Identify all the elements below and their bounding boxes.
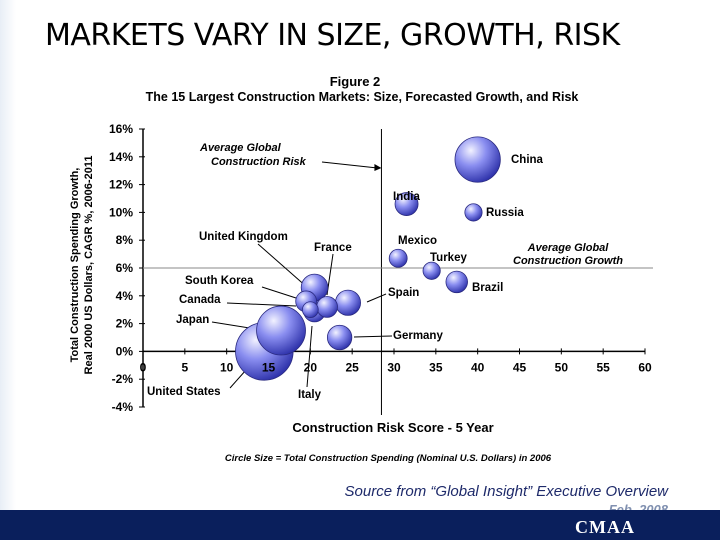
leader-canada xyxy=(226,302,297,307)
bubble-brazil xyxy=(445,270,468,294)
label-india: India xyxy=(393,191,420,203)
y-tick-label: -4% xyxy=(112,400,134,414)
slide-title: MARKETS VARY IN SIZE, GROWTH, RISK xyxy=(45,18,620,53)
brand-logo-text: CMAA xyxy=(575,517,635,537)
label-turkey: Turkey xyxy=(430,252,467,264)
reference-lines xyxy=(143,129,653,415)
bubble-china xyxy=(454,136,501,183)
label-japan: Japan xyxy=(176,314,209,326)
label-spain: Spain xyxy=(388,287,419,299)
x-tick-label: 25 xyxy=(345,360,359,374)
avg-risk-arrowhead xyxy=(374,164,382,171)
label-germany: Germany xyxy=(393,330,443,342)
label-canada: Canada xyxy=(179,294,221,306)
y-tick-label: 10% xyxy=(109,205,133,219)
leader-united-states xyxy=(229,369,247,389)
y-tick-label: 2% xyxy=(116,317,134,331)
left-accent-bar xyxy=(0,0,16,540)
bubbles xyxy=(235,136,501,381)
y-tick-label: 0% xyxy=(116,344,134,358)
y-tick-label: 6% xyxy=(116,261,134,275)
bubble-labels: China India Russia Mexico Turkey Brazil Spain F… xyxy=(147,154,544,401)
y-tick-label: 4% xyxy=(116,289,134,303)
y-axis-label-line2: Real 2000 US Dollars, CAGR %, 2006-2011 xyxy=(83,156,95,375)
size-note: Circle Size = Total Construction Spendin… xyxy=(225,453,552,464)
bubble-japan xyxy=(256,305,306,356)
leader-italy xyxy=(306,325,313,388)
avg-risk-label-line2: Construction Risk xyxy=(211,156,307,168)
y-tick-label: -2% xyxy=(112,372,134,386)
x-tick-label: 0 xyxy=(140,360,147,374)
label-france: France xyxy=(314,242,352,254)
leader-united-kingdom xyxy=(257,243,309,289)
bubble-turkey xyxy=(422,261,441,280)
label-south-korea: South Korea xyxy=(185,275,254,287)
figure-label: Figure 2 xyxy=(330,74,381,89)
x-tick-label: 20 xyxy=(304,360,318,374)
x-tick-label: 35 xyxy=(429,360,443,374)
avg-risk-arrow xyxy=(321,161,378,169)
label-united-kingdom: United Kingdom xyxy=(199,231,288,243)
label-brazil: Brazil xyxy=(472,282,503,294)
x-tick-label: 5 xyxy=(181,360,188,374)
bubble-mexico xyxy=(388,248,408,268)
x-tick-label: 40 xyxy=(471,360,485,374)
leader-germany xyxy=(353,335,393,338)
bubble-germany xyxy=(326,324,353,351)
label-italy: Italy xyxy=(298,389,322,401)
avg-growth-label-line2: Construction Growth xyxy=(513,255,623,267)
x-tick-label: 15 xyxy=(262,360,276,374)
bubble-russia xyxy=(464,203,483,222)
label-mexico: Mexico xyxy=(398,235,437,247)
leader-lines xyxy=(211,243,393,389)
label-russia: Russia xyxy=(486,207,524,219)
bubble-italy xyxy=(302,301,319,319)
x-tick-label: 30 xyxy=(387,360,401,374)
source-note: Source from “Global Insight” Executive O… xyxy=(344,483,668,500)
leader-spain xyxy=(366,293,387,303)
x-tick-label: 45 xyxy=(513,360,527,374)
footer-bar xyxy=(0,510,720,540)
tick-labels: 16% 14% 12% 10% 8% 6% 4% 2% 0% -2% -4% 0 5 10 15 20 25 30… xyxy=(109,122,652,414)
avg-growth-label-line1: Average Global xyxy=(527,242,610,254)
x-axis-label: Construction Risk Score - 5 Year xyxy=(292,420,493,435)
bubble-spain xyxy=(334,289,361,316)
bubble-south-korea xyxy=(316,296,338,318)
y-tick-label: 12% xyxy=(109,178,133,192)
label-china: China xyxy=(511,154,544,166)
y-axis-label-line1: Total Construction Spending Growth, xyxy=(69,168,81,363)
y-tick-label: 8% xyxy=(116,233,134,247)
label-united-states: United States xyxy=(147,386,221,398)
y-tick-label: 16% xyxy=(109,122,133,136)
chart-title: The 15 Largest Construction Markets: Siz… xyxy=(146,90,579,104)
leader-south-korea xyxy=(261,286,297,299)
x-tick-label: 55 xyxy=(596,360,610,374)
x-tick-label: 50 xyxy=(555,360,569,374)
x-tick-label: 60 xyxy=(638,360,652,374)
bubble-india xyxy=(394,192,419,216)
x-tick-label: 10 xyxy=(220,360,234,374)
avg-risk-label-line1: Average Global xyxy=(199,142,282,154)
y-tick-label: 14% xyxy=(109,150,133,164)
